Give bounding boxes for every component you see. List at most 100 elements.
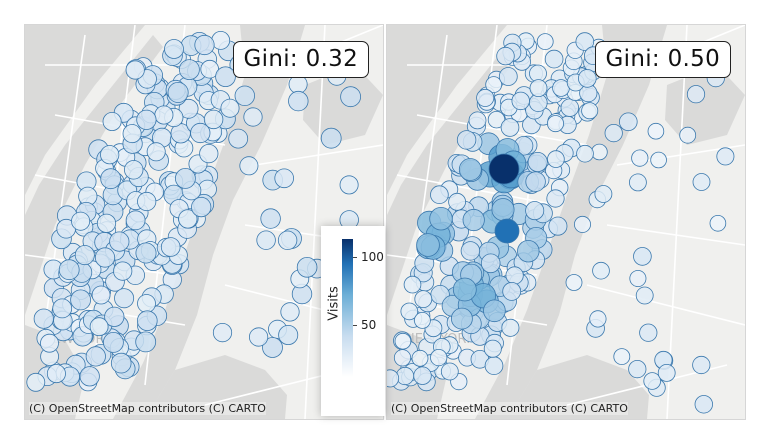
visit-marker — [58, 259, 80, 281]
visit-marker — [411, 349, 429, 367]
visit-marker — [650, 151, 667, 169]
water-area — [665, 65, 745, 145]
colorbar-tick — [353, 257, 357, 258]
visit-marker — [594, 185, 613, 203]
visit-marker — [191, 197, 212, 218]
visit-marker — [239, 156, 259, 176]
visit-marker — [136, 109, 157, 130]
road — [304, 25, 326, 419]
visit-marker — [480, 253, 501, 274]
visit-markers-right — [387, 32, 735, 414]
visit-marker — [517, 239, 540, 263]
visit-marker — [274, 168, 295, 189]
road — [586, 284, 745, 326]
visit-marker — [393, 349, 412, 367]
visit-marker — [716, 147, 735, 166]
gini-label: Gini: 0.32 — [232, 41, 369, 78]
visit-marker — [296, 257, 318, 278]
visit-marker — [430, 185, 449, 205]
visit-marker — [485, 76, 503, 93]
visit-marker — [256, 230, 276, 250]
visit-marker — [178, 59, 200, 80]
visit-marker — [109, 231, 130, 252]
visit-marker — [26, 372, 46, 392]
visit-marker — [113, 261, 133, 281]
visit-marker — [164, 39, 184, 59]
visit-marker — [628, 359, 647, 379]
visit-marker — [511, 91, 530, 111]
visit-marker — [137, 191, 157, 212]
visit-marker — [548, 216, 568, 236]
visit-marker — [394, 332, 412, 350]
visit-marker — [527, 152, 548, 173]
visit-marker — [591, 143, 608, 161]
water-area — [303, 65, 383, 145]
visit-marker — [174, 167, 196, 189]
visit-marker — [679, 126, 697, 144]
colorbar-title: Visits — [326, 286, 342, 321]
colorbar-tick-label: 100 — [361, 250, 384, 264]
visit-marker — [135, 242, 157, 264]
visit-marker — [52, 298, 73, 319]
visit-marker — [613, 348, 631, 366]
visit-marker — [628, 173, 647, 192]
visit-marker — [496, 46, 515, 66]
visit-marker — [160, 237, 181, 257]
water-area — [25, 25, 145, 195]
visit-marker — [122, 124, 142, 144]
visit-marker — [573, 215, 591, 233]
visit-marker — [491, 198, 515, 222]
visits-colorbar: 100 50 Visits — [321, 226, 385, 416]
visit-marker — [629, 269, 647, 287]
visit-marker — [167, 82, 189, 104]
visit-marker — [476, 88, 495, 107]
visit-marker — [525, 171, 546, 192]
visit-marker — [576, 144, 594, 163]
visit-marker — [278, 324, 299, 345]
visit-marker — [100, 145, 120, 165]
visit-marker — [657, 363, 676, 382]
visit-marker — [451, 307, 473, 330]
visit-marker — [633, 247, 652, 266]
visit-marker — [212, 322, 233, 343]
visit-marker — [592, 261, 610, 280]
visit-marker — [102, 112, 122, 132]
visit-marker — [458, 158, 482, 181]
visit-marker-high — [494, 218, 520, 244]
visit-marker — [114, 288, 135, 309]
visit-marker — [452, 277, 477, 302]
visit-marker — [619, 112, 638, 132]
visit-marker-max — [488, 153, 520, 185]
visit-marker — [575, 32, 595, 51]
visit-marker — [544, 49, 564, 69]
visit-marker — [234, 85, 256, 107]
visit-marker — [280, 302, 300, 322]
basemap-right: NEW YORK — [387, 25, 745, 419]
visit-marker — [387, 369, 400, 388]
map-panel-left[interactable]: NEW YORK Gini: 0.32 (C) OpenStreetMap co… — [24, 24, 384, 420]
visit-marker — [692, 355, 711, 375]
visit-marker — [468, 111, 487, 130]
visit-marker — [686, 85, 706, 104]
visit-marker — [91, 285, 111, 305]
visit-marker — [631, 149, 649, 167]
visit-marker — [414, 311, 431, 329]
visit-marker — [146, 142, 166, 162]
visit-marker — [277, 230, 298, 251]
visit-marker — [501, 318, 520, 337]
visit-marker — [70, 289, 91, 311]
visit-marker — [110, 352, 132, 374]
visit-marker — [74, 245, 95, 266]
visit-marker — [125, 60, 145, 80]
visit-marker — [565, 274, 583, 291]
visit-marker — [228, 128, 249, 149]
visit-marker — [647, 122, 665, 140]
visit-marker — [40, 333, 59, 353]
visit-marker — [262, 337, 283, 358]
map-panel-right[interactable]: NEW YORK Gini: 0.50 (C) OpenStreetMap co… — [386, 24, 746, 420]
visit-marker — [639, 323, 658, 342]
visit-marker — [578, 69, 597, 88]
visit-marker — [400, 302, 419, 321]
visit-marker — [414, 290, 433, 309]
visit-marker — [199, 144, 219, 164]
